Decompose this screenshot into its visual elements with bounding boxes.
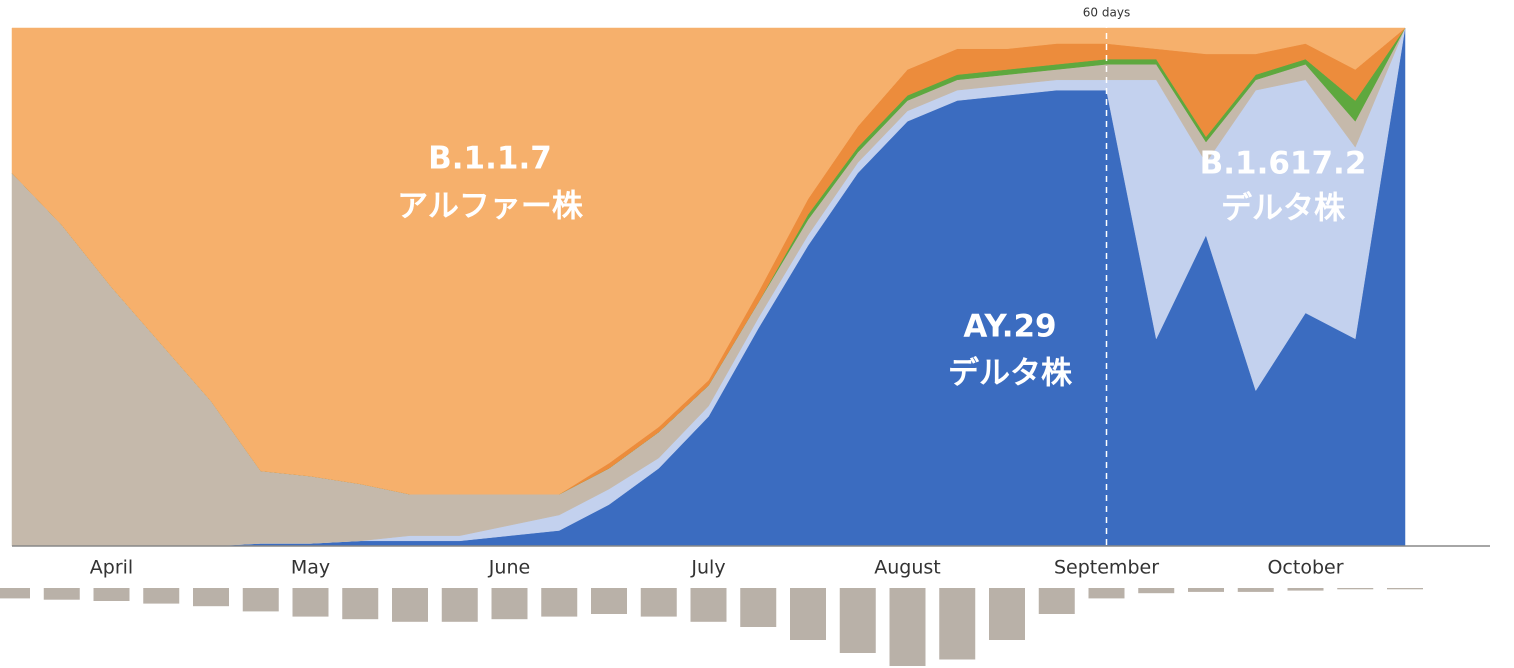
count-bar <box>790 588 826 640</box>
x-tick-label: April <box>90 557 133 579</box>
series-sublabel: デルタ株 <box>1221 191 1346 227</box>
count-bar <box>392 588 428 622</box>
count-bar <box>989 588 1025 640</box>
count-bar <box>43 588 80 600</box>
count-bar <box>591 588 627 614</box>
count-bar <box>640 588 677 617</box>
count-bar <box>1088 588 1125 599</box>
count-bar <box>541 588 578 617</box>
count-bar <box>292 588 329 617</box>
series-label: AY.29 <box>963 309 1056 345</box>
count-bar <box>740 588 777 627</box>
series-sublabel: アルファー株 <box>397 189 584 225</box>
count-bar <box>1337 588 1374 590</box>
annotation: 60 days <box>1083 6 1130 20</box>
x-tick-label: September <box>1054 557 1159 579</box>
count-bar <box>690 588 727 622</box>
x-tick-label: August <box>874 557 941 579</box>
count-bar <box>193 588 229 607</box>
x-tick-label: June <box>488 557 530 579</box>
x-tick-label: October <box>1267 557 1343 579</box>
count-bar <box>1188 588 1224 592</box>
area <box>11 27 1406 495</box>
count-bar <box>1387 588 1423 590</box>
count-bar <box>839 588 876 653</box>
count-bar <box>491 588 528 620</box>
count-bar <box>1237 588 1274 592</box>
count-bar <box>143 588 180 604</box>
count-bar <box>939 588 976 660</box>
count-bar <box>242 588 279 612</box>
areas <box>11 27 1406 547</box>
count-bar <box>0 588 30 599</box>
series-sublabel: デルタ株 <box>948 356 1073 392</box>
count-bar <box>342 588 379 620</box>
x-tick-label: May <box>291 557 330 579</box>
x-tick-label: July <box>690 557 725 579</box>
count-bar <box>1038 588 1075 614</box>
count-bar <box>1138 588 1175 594</box>
count-bar <box>1287 588 1324 591</box>
series-label: B.1.617.2 <box>1200 146 1367 182</box>
count-bar <box>889 588 926 666</box>
count-bar <box>93 588 130 601</box>
series-label: B.1.1.7 <box>428 141 552 177</box>
count-bar <box>441 588 478 622</box>
